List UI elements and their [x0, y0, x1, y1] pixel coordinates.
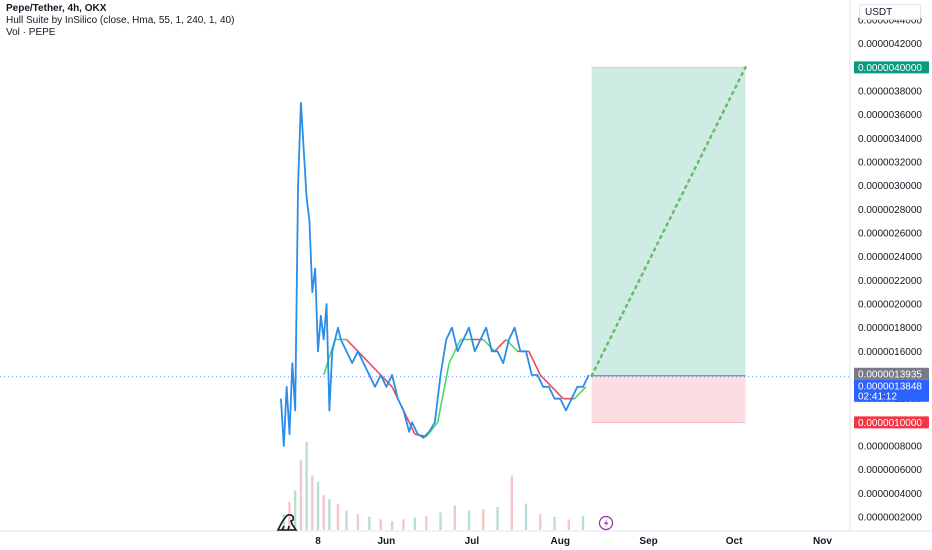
projection-line [590, 66, 747, 378]
volume-bar [322, 494, 325, 530]
time-tick-label: Sep [639, 536, 657, 547]
tradingview-dino-icon[interactable] [276, 514, 298, 531]
volume-bar [305, 442, 308, 530]
volume-bar [345, 510, 348, 530]
time-axis[interactable]: 8 Jun Jul Aug Sep Oct Nov [315, 536, 832, 547]
current-price-tag [854, 379, 929, 402]
target-price-tag-text: 0.0000040000 [858, 63, 922, 74]
time-tick-label: Jun [378, 536, 396, 547]
volume-bar [453, 505, 456, 530]
hull-segment [551, 386, 564, 400]
current-price-tag-text: 0.0000013848 [858, 381, 922, 392]
volume-bar [510, 475, 513, 530]
loss-zone[interactable] [591, 375, 746, 423]
volume-bar [402, 519, 405, 530]
hull-segment [482, 338, 496, 352]
volume-bar [328, 499, 331, 530]
hull-segment [368, 362, 382, 376]
volume-bar [482, 508, 485, 530]
volume-bar [336, 503, 340, 530]
chart-legend: Pepe/Tether, 4h, OKX Hull Suite by InSil… [6, 3, 234, 39]
lightning-icon[interactable] [598, 515, 614, 531]
volume-bar [439, 512, 442, 530]
price-tick-label: 0.0000024000 [858, 252, 922, 263]
volume-bar [282, 514, 285, 530]
price-tick-label: 0.0000032000 [858, 158, 922, 169]
volume-bar [299, 459, 303, 530]
target-price-tag [854, 61, 929, 74]
price-tick-label: 0.0000020000 [858, 300, 922, 311]
volume-bar [316, 481, 320, 530]
stop-price-tag-text: 0.0000010000 [858, 418, 922, 429]
volume-bar [539, 514, 542, 530]
price-tick-label: 0.0000038000 [858, 87, 922, 98]
volume-bar [356, 514, 360, 530]
volume-bar [368, 516, 371, 530]
volume-bar [413, 517, 417, 530]
hull-segment [436, 363, 450, 423]
entry-price-tag [854, 367, 929, 380]
price-tick-label: 0.0000008000 [858, 442, 922, 453]
price-tick-label: 0.0000030000 [858, 181, 922, 192]
volume-bar [390, 521, 394, 530]
price-tick-label: 0.0000022000 [858, 276, 922, 287]
volume-bar [581, 515, 585, 530]
stop-price-tag [854, 416, 929, 429]
hull-segment [539, 374, 553, 388]
countdown-text: 02:41:12 [858, 391, 897, 402]
volume-bar [496, 507, 499, 530]
volume-bar [524, 503, 528, 530]
price-tick-label: 0.0000028000 [858, 205, 922, 216]
volume-bar [567, 519, 570, 530]
hull-segment [528, 350, 542, 376]
volume-bar [425, 515, 428, 530]
price-tick-label: 0.0000026000 [858, 229, 922, 240]
hull-segment [494, 338, 507, 352]
time-tick-label: Aug [551, 536, 570, 547]
volume-bar [379, 519, 382, 530]
time-tick-label: Jul [465, 536, 480, 547]
price-tick-label: 0.0000042000 [858, 39, 922, 50]
hull-segment [573, 386, 587, 400]
price-tick-label: 0.0000018000 [858, 323, 922, 334]
indicator-label[interactable]: Hull Suite by InSilico (close, Hma, 55, … [6, 15, 235, 26]
price-tick-label: 0.0000044000 [858, 16, 922, 27]
hull-segment [425, 421, 439, 438]
price-tick-label: 0.0000036000 [858, 110, 922, 121]
time-tick-label: 8 [315, 536, 321, 547]
volume-label[interactable]: Vol · PEPE [6, 27, 56, 38]
volume-bar [553, 516, 556, 530]
volume-bar [311, 475, 314, 530]
price-tick-label: 0.0000002000 [858, 513, 922, 524]
volume-bar [467, 510, 471, 530]
price-tick-label: 0.0000004000 [858, 489, 922, 500]
price-tick-label: 0.0000034000 [858, 134, 922, 145]
volume-bars [282, 442, 585, 530]
price-tick-label: 0.0000016000 [858, 347, 922, 358]
symbol-title[interactable]: Pepe/Tether, 4h, OKX [6, 3, 107, 14]
time-tick-label: Nov [813, 536, 832, 547]
price-series-line [280, 101, 590, 447]
volume-bar [288, 501, 291, 530]
entry-price-tag-text: 0.0000013935 [858, 369, 922, 380]
hull-segment [448, 339, 462, 364]
price-tick-label: 0.0000006000 [858, 465, 922, 476]
price-tags: 0.00000400000.00000100000.00000139350.00… [854, 61, 929, 429]
hull-segment [345, 338, 359, 352]
time-tick-label: Oct [726, 536, 743, 547]
currency-selector[interactable]: USDT [859, 4, 921, 20]
volume-bar [294, 490, 297, 530]
